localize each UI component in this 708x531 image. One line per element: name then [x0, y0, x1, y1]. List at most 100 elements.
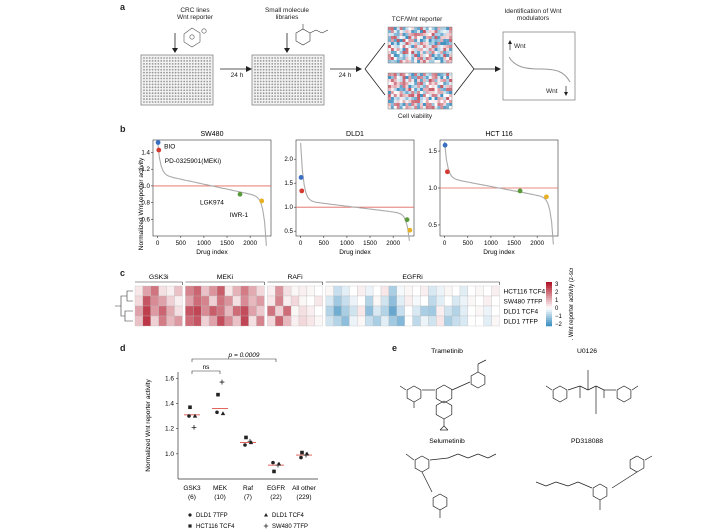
heatmap-cell	[425, 42, 429, 46]
plate-well	[194, 80, 197, 83]
plate-well	[254, 65, 256, 68]
heatmap-cell	[224, 315, 233, 327]
plate-well	[320, 95, 322, 98]
heatmap-cell	[408, 88, 412, 92]
heatmap-cell	[314, 285, 323, 297]
plate-well	[200, 71, 203, 74]
heatmap-cell	[446, 91, 450, 95]
plate-well	[302, 89, 305, 92]
plate-well	[157, 80, 160, 83]
plate-well	[183, 89, 186, 92]
plate-well	[288, 68, 291, 71]
heatmap-cell	[142, 295, 151, 307]
heatmap-cell	[449, 27, 453, 31]
bond	[429, 457, 449, 461]
heatmap-cell	[422, 42, 427, 46]
arrow1-label: 24 h	[230, 72, 244, 79]
plate-well	[177, 74, 180, 77]
heatmap-cell	[402, 106, 406, 110]
heatmap-cell	[437, 33, 441, 37]
merge-arrow-down	[453, 68, 475, 96]
heatmap-cell	[434, 106, 438, 110]
heatmap-cell	[275, 305, 284, 317]
heatmap-cell	[405, 106, 409, 110]
plate-well	[302, 83, 305, 86]
plate-well	[314, 77, 317, 80]
bond	[595, 385, 605, 391]
heatmap-cell	[446, 79, 450, 83]
plate-well	[256, 98, 259, 100]
heatmap-cell	[425, 54, 429, 58]
plate-well	[317, 95, 320, 98]
plate-well	[166, 68, 168, 71]
plate-well	[254, 77, 256, 80]
plate-well	[302, 80, 305, 83]
plate-well	[200, 86, 203, 89]
heatmap-cell	[216, 305, 226, 317]
plate-well	[191, 57, 194, 59]
heatmap-cell	[467, 285, 476, 297]
plate-well	[294, 98, 297, 100]
heatmap-cell	[408, 100, 412, 104]
heatmap-cell	[425, 97, 429, 101]
plate-well	[259, 74, 262, 77]
plate-well	[311, 98, 314, 100]
heatmap-cell	[390, 91, 395, 95]
plate-well	[200, 89, 203, 92]
plate-well	[277, 80, 279, 83]
heatmap-cell	[405, 57, 409, 61]
heatmap-cell	[298, 315, 308, 327]
heatmap-cell	[491, 295, 500, 307]
plate-well	[291, 71, 294, 74]
plate-well	[271, 77, 274, 80]
plate-well	[189, 68, 191, 71]
heatmap-cell	[405, 103, 409, 107]
heatmap-cell	[380, 285, 390, 297]
heatmap-cell	[444, 315, 453, 327]
plate-well	[282, 83, 285, 86]
compound-name: Trametinib	[431, 348, 463, 355]
plate-well	[285, 86, 288, 89]
heatmap-cell	[428, 73, 432, 77]
plate-well	[157, 65, 160, 68]
plate-well	[194, 89, 197, 92]
heatmap-cell	[333, 285, 342, 297]
y-tick-label: 2.0	[284, 156, 293, 163]
plate-well	[274, 60, 276, 62]
heatmap-cell	[150, 295, 159, 307]
heatmap-cell	[428, 57, 432, 61]
bond	[467, 453, 479, 459]
heatmap-cell	[256, 285, 265, 297]
plate-well	[203, 98, 206, 100]
heatmap-cell	[420, 85, 424, 89]
plate-well	[166, 60, 168, 62]
heatmap-cell	[431, 79, 435, 83]
heatmap-cell	[459, 315, 469, 327]
plate-well	[154, 71, 157, 74]
plate-well	[259, 86, 262, 89]
heatmap-cell	[431, 54, 435, 58]
plate-well	[174, 68, 177, 71]
plate-well	[308, 80, 311, 83]
heatmap-cell	[431, 76, 435, 80]
plate-well	[294, 95, 297, 98]
plate-well	[151, 80, 154, 83]
heatmap-cell	[396, 88, 400, 92]
heatmap-cell	[446, 103, 450, 107]
colorbar-swatch	[546, 298, 552, 301]
heatmap-cell	[408, 36, 412, 40]
label-lgk974: LGK974	[200, 199, 224, 206]
plate-well	[305, 57, 308, 59]
heatmap-cell	[440, 91, 444, 95]
plate-well	[157, 89, 160, 92]
heatmap-cell	[428, 36, 432, 40]
plate-well	[168, 57, 171, 59]
plate-well	[311, 60, 314, 62]
plate-well	[163, 65, 165, 68]
colorbar-swatch	[546, 318, 552, 321]
plate-well	[274, 74, 276, 77]
heatmap-cell	[437, 48, 441, 52]
plate-well	[163, 95, 165, 98]
heatmap-cell	[208, 305, 218, 317]
heatmap-cell	[224, 305, 233, 317]
